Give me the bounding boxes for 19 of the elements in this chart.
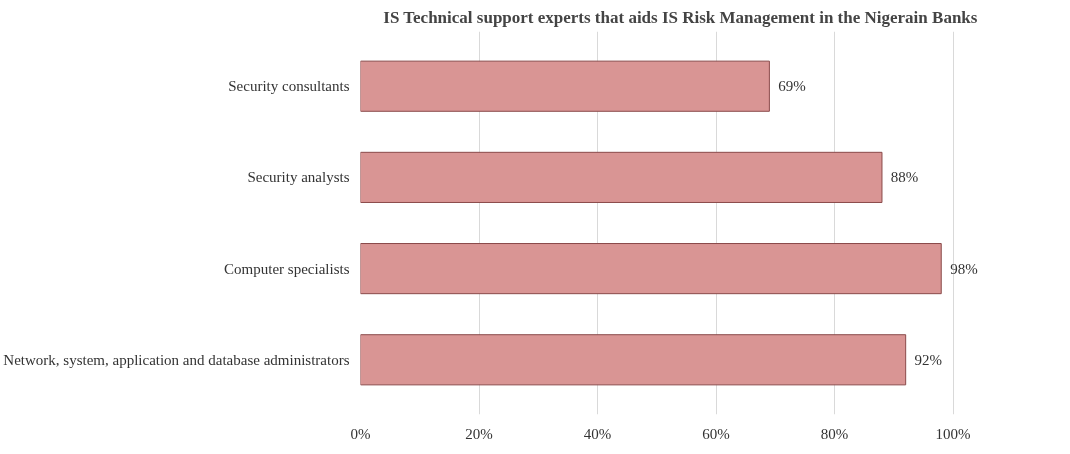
x-tick-label: 80% xyxy=(820,425,849,442)
bar xyxy=(360,334,907,386)
data-label: 69% xyxy=(778,78,806,95)
y-tick-label: Security analysts xyxy=(247,169,350,186)
bar xyxy=(360,243,942,295)
bar xyxy=(360,151,883,203)
x-tick-label: 20% xyxy=(465,425,493,442)
data-label: 88% xyxy=(890,169,919,186)
chart-title: IS Technical support experts that aids IS Risk Management in the Nigerain Banks xyxy=(383,7,978,27)
x-tick-label: 60% xyxy=(702,425,730,442)
bar xyxy=(360,60,770,112)
data-label: 98% xyxy=(950,260,978,277)
y-tick-label: Computer specialists xyxy=(224,260,350,277)
x-tick-label: 0% xyxy=(350,425,371,442)
y-tick-label: Network, system, application and database administrators xyxy=(3,351,350,368)
y-tick-label: Security consultants xyxy=(228,78,350,95)
x-tick-label: 40% xyxy=(583,425,612,442)
x-tick-label: 100% xyxy=(935,425,971,442)
data-label: 92% xyxy=(914,351,943,368)
